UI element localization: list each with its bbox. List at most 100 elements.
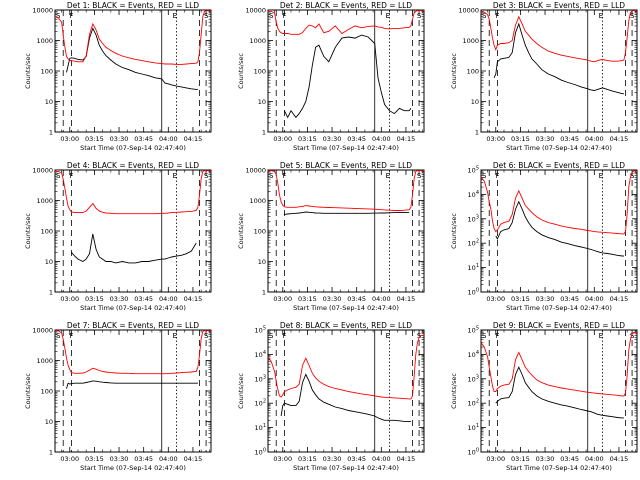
y-tick-label: 104 bbox=[468, 190, 479, 199]
chart-title: Det 1: BLACK = Events, RED = LLD bbox=[67, 1, 199, 10]
y-tick-label: 10000 bbox=[32, 7, 53, 15]
time-marker-label: S bbox=[482, 172, 487, 180]
y-tick-label: 101 bbox=[468, 423, 479, 432]
y-tick-label: 1000 bbox=[462, 37, 479, 45]
time-marker-label: S bbox=[56, 12, 61, 20]
y-tick-label: 1 bbox=[49, 129, 53, 137]
x-tick-label: 03:00 bbox=[486, 455, 505, 463]
y-tick-label: 10000 bbox=[245, 167, 266, 175]
x-tick-label: 03:30 bbox=[536, 295, 555, 303]
x-tick-label: 03:45 bbox=[347, 295, 366, 303]
chart-title: Det 7: BLACK = Events, RED = LLD bbox=[67, 321, 199, 330]
chart-title: Det 2: BLACK = Events, RED = LLD bbox=[280, 1, 412, 10]
time-marker-label: E bbox=[599, 332, 603, 340]
x-tick-label: 04:15 bbox=[184, 455, 203, 463]
y-tick-label: 100 bbox=[468, 288, 479, 297]
chart-panel-det-4: Det 4: BLACK = Events, RED = LLD 1 10 100 10… bbox=[24, 161, 212, 312]
y-tick-label: 100 bbox=[254, 68, 266, 76]
x-tick-label: 04:15 bbox=[397, 135, 416, 143]
chart-panel-det-8: Det 8: BLACK = Events, RED = LLD 100 101 10… bbox=[237, 321, 425, 472]
x-tick-label: 03:15 bbox=[85, 135, 104, 143]
time-marker-label: S bbox=[630, 332, 635, 340]
y-tick-label: 104 bbox=[468, 350, 479, 359]
y-axis-label: Counts/sec bbox=[24, 53, 32, 89]
y-tick-label: 1000 bbox=[36, 197, 53, 205]
chart-title: Det 5: BLACK = Events, RED = LLD bbox=[280, 161, 412, 170]
time-marker-label: S bbox=[204, 332, 209, 340]
y-tick-label: 105 bbox=[468, 166, 479, 175]
x-tick-label: 03:45 bbox=[347, 455, 366, 463]
x-tick-label: 03:30 bbox=[110, 455, 129, 463]
x-axis-label: Start Time (07-Sep-14 02:47:40) bbox=[80, 304, 186, 312]
time-marker-label: S bbox=[482, 332, 487, 340]
x-tick-label: 04:15 bbox=[610, 455, 629, 463]
chart-panel-det-5: Det 5: BLACK = Events, RED = LLD 1 10 100 10… bbox=[237, 161, 425, 312]
x-tick-label: 04:15 bbox=[610, 135, 629, 143]
y-axis-label: Counts/sec bbox=[450, 373, 458, 409]
y-tick-label: 100 bbox=[254, 228, 266, 236]
series-line-events bbox=[71, 233, 197, 264]
x-tick-label: 03:30 bbox=[536, 455, 555, 463]
x-tick-label: 04:00 bbox=[585, 455, 604, 463]
x-tick-label: 03:45 bbox=[134, 135, 153, 143]
y-tick-label: 10 bbox=[471, 98, 479, 106]
x-tick-label: 04:15 bbox=[184, 295, 203, 303]
y-tick-label: 1000 bbox=[249, 197, 266, 205]
chart-panel-det-9: Det 9: BLACK = Events, RED = LLD 100 101 10… bbox=[450, 321, 638, 472]
x-tick-label: 04:00 bbox=[159, 455, 178, 463]
time-marker-label: S bbox=[269, 332, 274, 340]
x-tick-label: 03:45 bbox=[134, 295, 153, 303]
y-tick-label: 1000 bbox=[36, 357, 53, 365]
y-tick-label: 100 bbox=[41, 228, 53, 236]
x-tick-label: 04:15 bbox=[397, 455, 416, 463]
series-line-lld bbox=[480, 331, 637, 397]
series-line-lld bbox=[480, 170, 637, 235]
y-axis-label: Counts/sec bbox=[24, 213, 32, 249]
time-marker-label: F bbox=[495, 12, 499, 20]
chart-title: Det 4: BLACK = Events, RED = LLD bbox=[67, 161, 199, 170]
time-marker-label: E bbox=[386, 12, 390, 20]
time-marker-label: E bbox=[173, 172, 177, 180]
x-tick-label: 04:00 bbox=[372, 295, 391, 303]
series-line-lld bbox=[55, 170, 211, 215]
y-tick-label: 101 bbox=[468, 263, 479, 272]
series-line-events bbox=[280, 373, 411, 422]
time-marker-label: E bbox=[599, 172, 603, 180]
series-line-events bbox=[495, 200, 624, 257]
series-line-lld bbox=[480, 10, 637, 63]
x-tick-label: 04:00 bbox=[585, 135, 604, 143]
x-tick-label: 03:15 bbox=[298, 455, 317, 463]
series-line-lld bbox=[267, 334, 424, 400]
y-tick-label: 103 bbox=[255, 374, 266, 383]
x-tick-label: 03:45 bbox=[560, 135, 579, 143]
x-tick-label: 03:15 bbox=[298, 135, 317, 143]
x-tick-label: 03:15 bbox=[511, 455, 530, 463]
x-tick-label: 03:00 bbox=[60, 295, 79, 303]
y-axis-label: Counts/sec bbox=[24, 373, 32, 409]
time-marker-label: F bbox=[282, 172, 286, 180]
time-marker-label: E bbox=[386, 332, 390, 340]
x-tick-label: 03:30 bbox=[323, 455, 342, 463]
x-tick-label: 03:15 bbox=[85, 295, 104, 303]
plot-frame bbox=[267, 329, 425, 453]
x-tick-label: 04:00 bbox=[585, 295, 604, 303]
chart-title: Det 6: BLACK = Events, RED = LLD bbox=[493, 161, 625, 170]
plot-frame bbox=[480, 169, 638, 293]
y-tick-label: 1 bbox=[475, 129, 479, 137]
time-marker-label: F bbox=[69, 332, 73, 340]
y-tick-label: 105 bbox=[468, 326, 479, 335]
x-axis-label: Start Time (07-Sep-14 02:47:40) bbox=[293, 304, 399, 312]
time-marker-label: S bbox=[630, 172, 635, 180]
plot-frame bbox=[480, 329, 638, 453]
x-tick-label: 03:30 bbox=[536, 135, 555, 143]
y-tick-label: 103 bbox=[468, 374, 479, 383]
y-tick-label: 10000 bbox=[245, 7, 266, 15]
chart-title: Det 3: BLACK = Events, RED = LLD bbox=[493, 1, 625, 10]
x-axis-label: Start Time (07-Sep-14 02:47:40) bbox=[506, 464, 612, 472]
x-axis-label: Start Time (07-Sep-14 02:47:40) bbox=[293, 464, 399, 472]
x-tick-label: 03:00 bbox=[486, 135, 505, 143]
x-tick-label: 03:15 bbox=[85, 455, 104, 463]
x-tick-label: 03:00 bbox=[273, 135, 292, 143]
series-line-lld bbox=[55, 330, 211, 375]
